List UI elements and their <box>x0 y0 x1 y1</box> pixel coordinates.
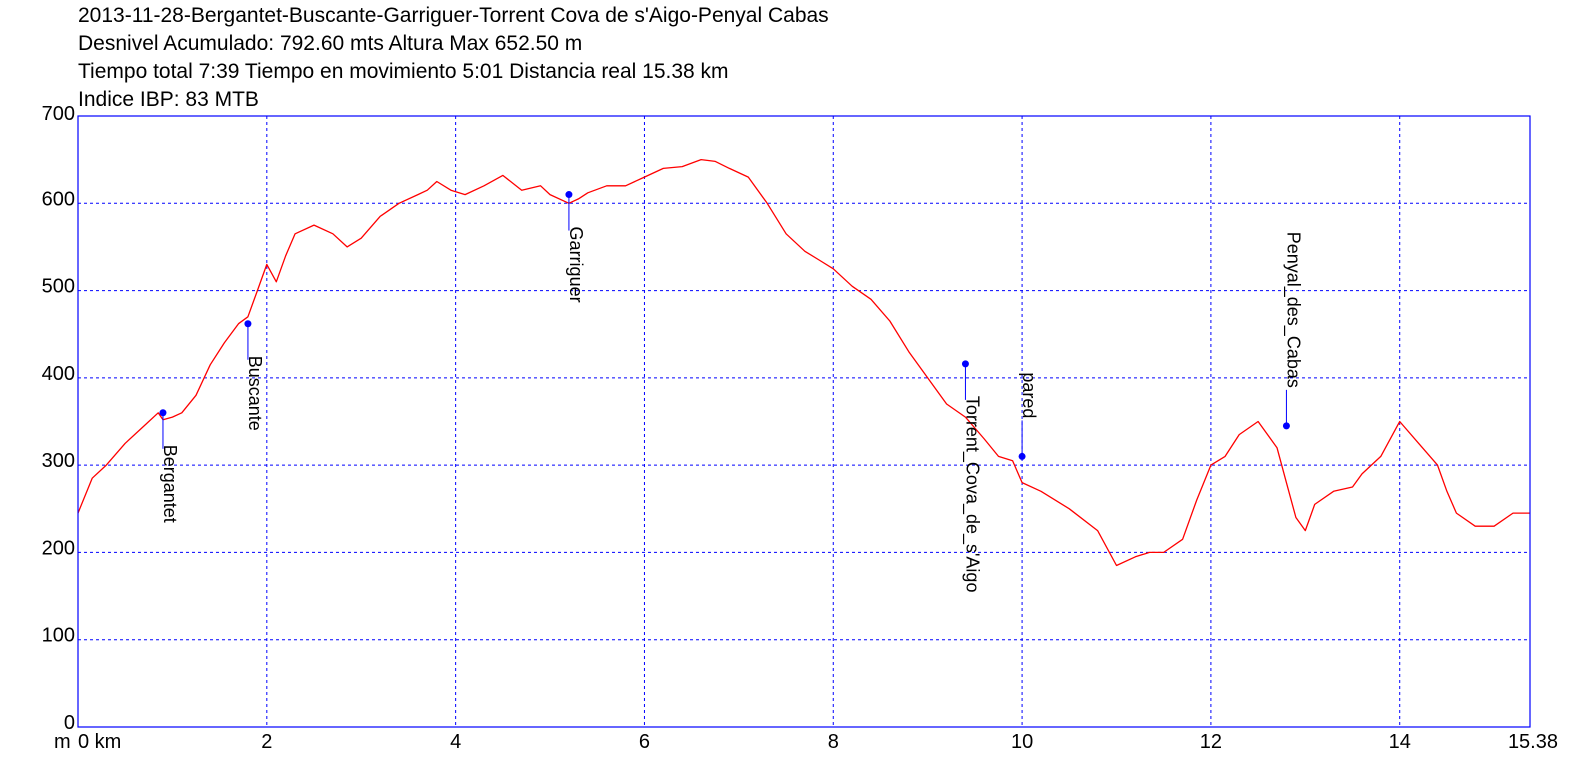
waypoint-marker <box>244 320 252 328</box>
waypoint-marker <box>565 191 573 199</box>
ibp-index: Indice IBP: 83 MTB <box>78 88 259 111</box>
waypoint-5: Penyal_des_Cabas <box>1282 232 1303 430</box>
waypoint-label: Buscante <box>245 356 265 431</box>
y-tick-label-600: 600 <box>42 188 75 210</box>
x-tick-label-6: 6 <box>639 731 650 753</box>
axis-labels: 0 100 200 300 400 500 600 700 0 km 2 4 6 8 10 12 14 15.3… <box>42 103 1558 753</box>
profile-line <box>77 158 1530 567</box>
waypoint-label: Torrent_Cova_de_s'Aigo <box>961 396 982 593</box>
waypoint-label: Penyal_des_Cabas <box>1282 232 1303 388</box>
time-distance-summary: Tiempo total 7:39 Tiempo en movimiento 5… <box>78 60 729 83</box>
waypoint-marker <box>1282 422 1290 430</box>
waypoint-4: pared <box>1018 372 1039 460</box>
waypoint-2: Garriguer <box>565 191 586 303</box>
y-tick-label-200: 200 <box>42 537 75 559</box>
chart-title: 2013-11-28-Bergantet-Buscante-Garriguer-… <box>78 4 829 27</box>
y-tick-label-300: 300 <box>42 450 75 472</box>
waypoint-0: Bergantet <box>159 409 180 523</box>
profile-series <box>77 158 1530 567</box>
waypoint-marker <box>159 409 167 417</box>
grid-lines <box>78 116 1530 727</box>
waypoints-layer: Bergantet Buscante Garriguer Torrent_Cova_d… <box>159 191 1303 592</box>
x-tick-label-10: 10 <box>1011 731 1033 753</box>
y-unit-label: m <box>54 731 71 753</box>
x-tick-label-0 km: 0 km <box>78 731 121 753</box>
y-tick-label-500: 500 <box>42 276 75 298</box>
chart-header: 2013-11-28-Bergantet-Buscante-Garriguer-… <box>78 2 829 114</box>
waypoint-3: Torrent_Cova_de_s'Aigo <box>961 360 982 592</box>
x-tick-label-4: 4 <box>450 731 461 753</box>
waypoint-label: Garriguer <box>566 227 586 303</box>
y-tick-label-700: 700 <box>42 103 75 125</box>
y-tick-label-0: 0 <box>64 712 75 734</box>
plot-frame <box>77 115 1531 728</box>
x-tick-label-12: 12 <box>1200 731 1222 753</box>
elevation-summary: Desnivel Acumulado: 792.60 mts Altura Ma… <box>78 32 583 55</box>
x-tick-label-14: 14 <box>1389 731 1411 753</box>
waypoint-marker <box>1018 452 1026 460</box>
waypoint-1: Buscante <box>244 320 265 431</box>
plot-border <box>77 115 1531 728</box>
x-tick-label-8: 8 <box>828 731 839 753</box>
y-tick-label-100: 100 <box>42 625 75 647</box>
waypoint-label: Bergantet <box>160 445 180 523</box>
x-tick-label-15.38: 15.38 <box>1508 731 1558 753</box>
x-tick-label-2: 2 <box>261 731 272 753</box>
waypoint-marker <box>961 360 969 368</box>
y-tick-label-400: 400 <box>42 363 75 385</box>
waypoint-label: pared <box>1019 372 1039 418</box>
